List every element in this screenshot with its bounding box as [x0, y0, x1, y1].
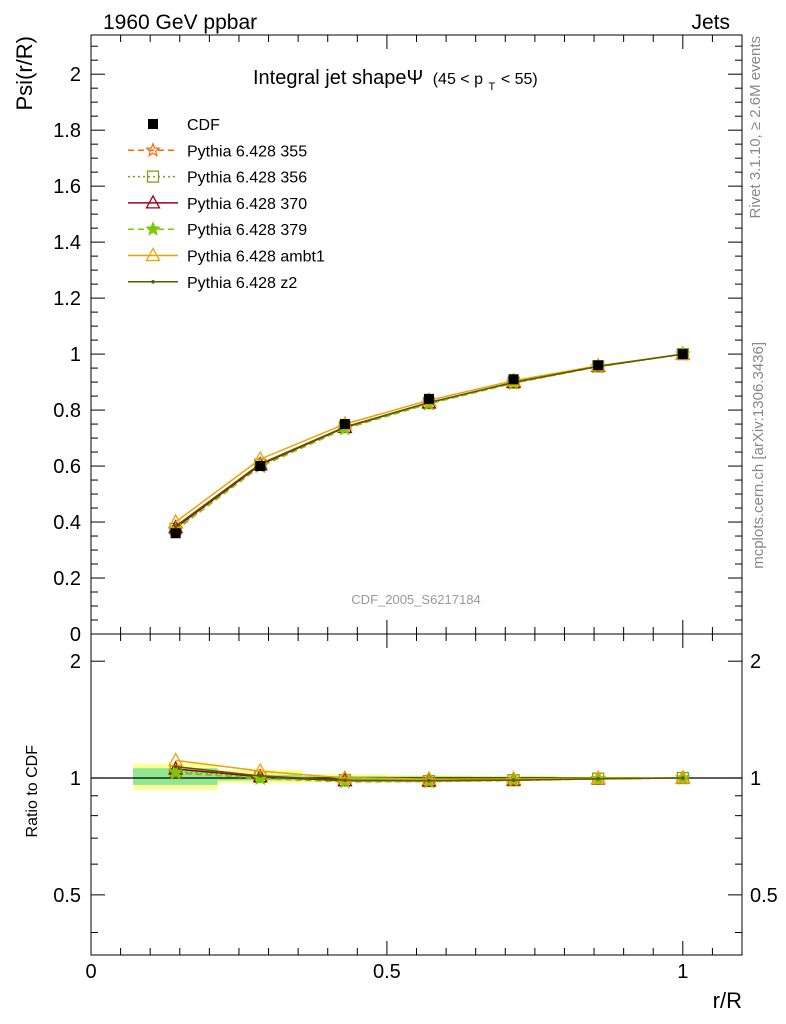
legend-label-1: Pythia 6.428 356 — [187, 170, 307, 187]
ratio-y-tick-label: 2 — [70, 651, 81, 673]
ratio-y-tick-label-right: 0.5 — [750, 885, 778, 907]
ratio-point-5 — [258, 774, 263, 778]
legend-marker-5 — [151, 280, 155, 284]
ratio-point-5 — [343, 778, 347, 783]
main-y-tick-label: 2 — [70, 64, 81, 86]
series-line-3 — [175, 353, 683, 531]
main-y-tick-label: 1.6 — [53, 176, 81, 198]
ratio-point-4 — [337, 769, 353, 784]
chart-title-range: (45 < p — [433, 71, 483, 88]
header-right: Jets — [691, 11, 730, 34]
main-y-tick-label: 1 — [70, 344, 81, 366]
ratio-panel: 0.5 0.5 1 1 2 2 0 0.5 1 — [53, 633, 778, 983]
legend-marker-2 — [145, 194, 161, 209]
ratio-point-5 — [681, 776, 685, 780]
legend: CDF Pythia 6.428 355 Pythia 6.428 356 Pythi… — [128, 117, 325, 292]
cdf-point — [255, 461, 266, 472]
ratio-point-5 — [173, 764, 178, 769]
legend-marker-1 — [146, 170, 160, 183]
legend-marker-3 — [145, 221, 161, 236]
legend-label-5: Pythia 6.428 z2 — [187, 275, 297, 292]
rivet-label: Rivet 3.1.10, ≥ 2.6M events — [747, 36, 764, 219]
ratio-point-4 — [421, 770, 437, 785]
ratio-point-5 — [511, 778, 516, 782]
ratio-point-4 — [505, 770, 522, 785]
ratio-point-5 — [427, 778, 431, 783]
main-y-tick-label: 0.6 — [53, 456, 81, 478]
main-y-tick-label: 1.4 — [53, 232, 81, 254]
series-line-2 — [175, 353, 683, 529]
ratio-point-4 — [590, 770, 606, 785]
main-y-tick-label: 1.2 — [53, 288, 81, 310]
legend-label-cdf: CDF — [187, 117, 220, 134]
watermark: CDF_2005_S6217184 — [351, 592, 480, 607]
ratio-y-tick-label-right: 2 — [750, 651, 761, 673]
chart-title-sub: T — [489, 81, 496, 93]
ratio-frame — [90, 633, 743, 956]
series-line-5 — [175, 353, 683, 527]
cdf-point — [508, 374, 519, 385]
cdf-point — [339, 419, 350, 430]
series-point-5 — [173, 524, 178, 529]
legend-label-0: Pythia 6.428 355 — [187, 143, 307, 160]
ratio-y-tick-label: 1 — [70, 768, 81, 790]
legend-label-2: Pythia 6.428 370 — [187, 196, 307, 213]
legend-marker-0 — [145, 142, 161, 157]
ratio-ylabel: Ratio to CDF — [24, 745, 41, 838]
main-y-tick-label: 0.8 — [53, 400, 81, 422]
cdf-point — [677, 349, 688, 360]
main-y-tick-label: 1.8 — [53, 120, 81, 142]
series-line-0 — [175, 353, 683, 531]
chart-title-end: < 55) — [501, 71, 538, 88]
legend-label-3: Pythia 6.428 379 — [187, 222, 307, 239]
main-y-tick-label: 0.2 — [53, 568, 81, 590]
x-tick-label: 1 — [677, 961, 688, 983]
header-left: 1960 GeV ppbar — [103, 11, 257, 34]
legend-label-4: Pythia 6.428 ambt1 — [187, 249, 325, 266]
cdf-point — [170, 528, 181, 539]
ratio-point-4 — [675, 769, 691, 784]
main-panel: 0 0.2 0.4 0.6 0.8 1 1.2 1.4 1.6 1.8 2 — [53, 34, 743, 646]
ratio-point-3 — [167, 764, 184, 779]
mcplots-label: mcplots.cern.ch [arXiv:1306.3436] — [750, 342, 767, 569]
legend-marker-4 — [145, 247, 161, 262]
x-axis-title: r/R — [713, 988, 742, 1013]
main-ylabel: Psi(r/R) — [12, 36, 37, 111]
main-y-tick-label: 0 — [70, 624, 81, 646]
cdf-point — [593, 360, 604, 371]
ratio-y-tick-label-right: 1 — [750, 768, 761, 790]
series-line-4 — [175, 353, 683, 523]
x-tick-label: 0 — [85, 961, 96, 983]
series-line-1 — [175, 353, 683, 530]
ratio-y-tick-label: 0.5 — [53, 885, 81, 907]
cdf-point — [423, 393, 434, 404]
main-y-tick-label: 0.4 — [53, 512, 81, 534]
ratio-point-5 — [596, 776, 600, 781]
chart-title: Integral jet shapeΨ (45 < p T < 55) — [253, 67, 538, 95]
x-tick-label: 0.5 — [373, 961, 401, 983]
chart-title-main: Integral jet shapeΨ — [253, 67, 423, 89]
legend-marker-cdf — [148, 119, 158, 129]
